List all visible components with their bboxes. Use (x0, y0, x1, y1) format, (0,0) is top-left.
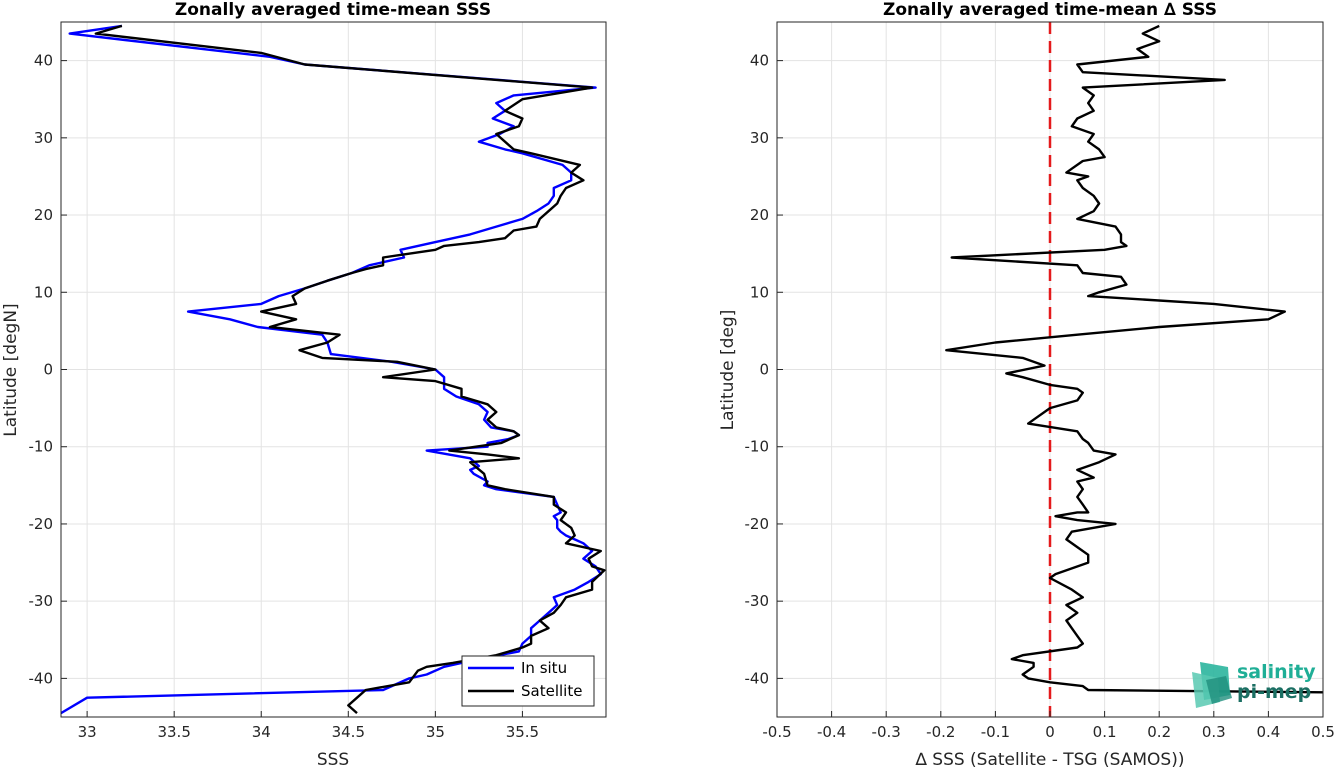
right-plot-panel: -0.5 -0.4 -0.3 -0.2 -0.1 0 0.1 0.2 0.3 0.4 0.5 40 30… (718, 0, 1335, 769)
right-y-tick-label: 40 (750, 52, 769, 70)
left-x-tick-label: 35 (426, 723, 445, 741)
left-tick-labels: 33 33.5 34 34.5 35 35.5 40 30 20 10 0 -10 -20 -30 -40 (29, 52, 540, 741)
right-x-tick-label: 0.1 (1093, 723, 1117, 741)
right-x-tick-label: -0.2 (926, 723, 955, 741)
right-y-tick-label: 0 (759, 361, 769, 379)
left-y-tick-label: -30 (29, 592, 54, 610)
legend: In situ Satellite (461, 655, 595, 707)
right-x-tick-label: -0.1 (981, 723, 1010, 741)
right-y-tick-label: -20 (745, 515, 770, 533)
right-x-tick-label: 0.5 (1311, 723, 1335, 741)
right-x-tick-label: 0 (1045, 723, 1055, 741)
legend-box (461, 655, 595, 707)
left-y-tick-label: 0 (43, 361, 53, 379)
logo-shape-3 (1206, 676, 1232, 704)
right-y-tick-label: -30 (745, 592, 770, 610)
left-series-line-satellite (94, 24, 606, 714)
left-series-layer (60, 24, 606, 715)
legend-label-in-situ: In situ (521, 659, 567, 677)
right-y-tick-label: -10 (745, 438, 770, 456)
left-y-tick-label: 10 (34, 283, 53, 301)
left-x-tick-label: 33 (78, 723, 97, 741)
right-x-axis-label: ∆ SSS (Satellite - TSG (SAMOS)) (915, 750, 1185, 769)
left-x-tick-label: 34.5 (332, 723, 365, 741)
right-series-line-delta-sss (945, 24, 1324, 694)
right-x-tick-label: -0.4 (817, 723, 846, 741)
left-chart-title: Zonally averaged time-mean SSS (175, 0, 491, 20)
right-chart-title: Zonally averaged time-mean ∆ SSS (883, 0, 1217, 20)
right-tick-labels: -0.5 -0.4 -0.3 -0.2 -0.1 0 0.1 0.2 0.3 0.4 0.5 40 30… (745, 52, 1335, 741)
left-x-tick-label: 33.5 (157, 723, 190, 741)
left-y-tick-label: 40 (34, 52, 53, 70)
right-x-tick-label: 0.3 (1202, 723, 1226, 741)
logo-text-salinity: salinity (1237, 661, 1316, 683)
left-y-tick-label: -40 (29, 669, 54, 687)
right-y-tick-label: -40 (745, 669, 770, 687)
left-y-tick-label: -10 (29, 438, 54, 456)
left-y-axis-label: Latitude [degN] (1, 303, 21, 436)
left-grid (61, 22, 606, 717)
right-y-tick-label: 30 (750, 129, 769, 147)
right-series-layer (945, 22, 1324, 717)
right-y-tick-label: 20 (750, 206, 769, 224)
logo-text-pimep: pi-mep (1237, 681, 1311, 703)
left-x-axis-label: SSS (317, 750, 349, 769)
right-y-axis-label: Latitude [deg] (718, 310, 738, 431)
left-x-tick-label: 35.5 (506, 723, 539, 741)
left-x-tick-label: 34 (252, 723, 271, 741)
left-y-tick-label: 20 (34, 206, 53, 224)
right-x-tick-label: 0.2 (1147, 723, 1171, 741)
right-y-tick-label: 10 (750, 283, 769, 301)
left-plot-panel: 33 33.5 34 34.5 35 35.5403020100-10-20-30-40 … (1, 0, 607, 769)
salinity-pimep-logo: salinity pi-mep (1192, 661, 1316, 708)
left-y-tick-label: -20 (29, 515, 54, 533)
left-y-tick-label: 30 (34, 129, 53, 147)
right-x-tick-label: -0.5 (762, 723, 791, 741)
legend-label-satellite: Satellite (521, 682, 582, 700)
right-x-tick-label: -0.3 (872, 723, 901, 741)
right-x-tick-label: 0.4 (1256, 723, 1280, 741)
